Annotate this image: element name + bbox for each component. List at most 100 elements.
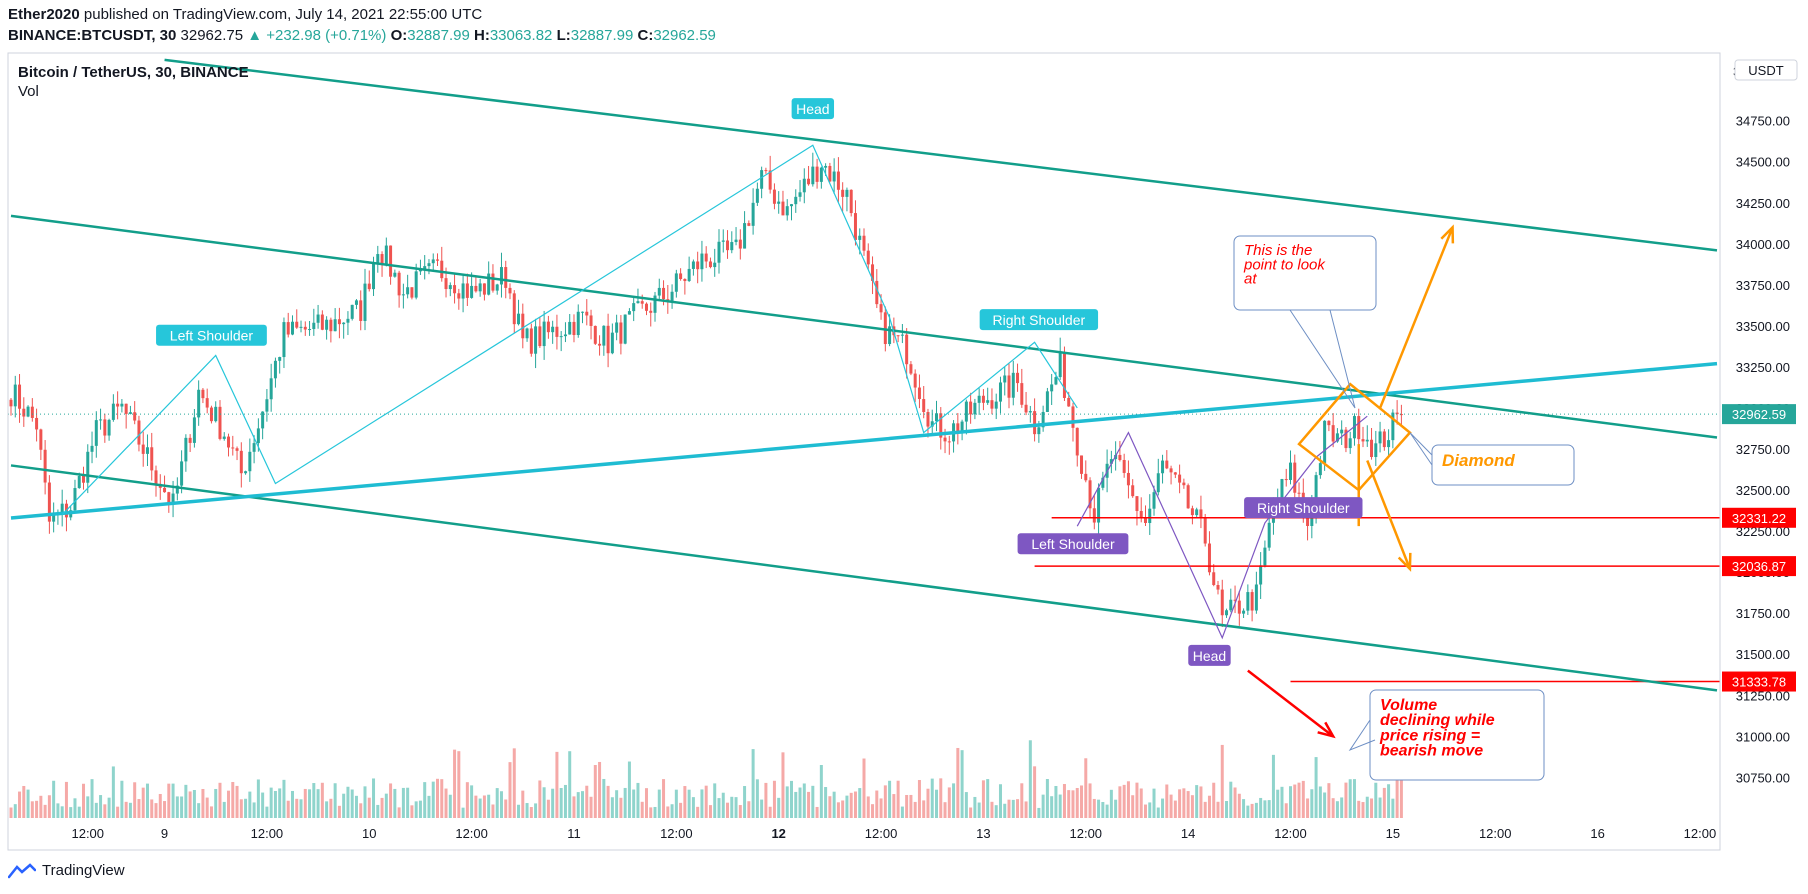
time-tick-6: 12:00 <box>660 826 693 841</box>
candle-body <box>265 399 269 412</box>
volume-bar <box>1207 795 1211 818</box>
volume-bar <box>282 779 286 818</box>
author[interactable]: Ether2020 <box>8 6 80 23</box>
candle-body <box>935 413 939 422</box>
time-tick-5: 11 <box>567 826 581 841</box>
volume-bar <box>649 807 653 818</box>
candle-body <box>888 326 892 345</box>
candle-body <box>973 402 977 415</box>
pattern-label-bg-1[interactable] <box>791 98 835 120</box>
volume-bar <box>905 794 909 818</box>
candle-body <box>448 285 452 290</box>
volume-bar <box>1186 791 1190 818</box>
callout-box-0[interactable] <box>1233 235 1377 311</box>
candle-body <box>235 448 239 451</box>
volume-bar <box>866 796 870 818</box>
volume-bar <box>862 758 866 818</box>
volume-bar <box>1387 784 1391 818</box>
close-label: C: <box>637 27 654 44</box>
volume-bar <box>227 790 231 818</box>
volume-bar <box>1229 781 1233 818</box>
volume-bar <box>418 800 422 818</box>
volume-bar <box>1391 798 1395 818</box>
callout-tail-1 <box>1409 432 1433 466</box>
volume-bar <box>1242 799 1246 818</box>
volume-bar <box>1203 801 1207 818</box>
candle-body <box>376 254 380 263</box>
candle-body <box>930 421 934 427</box>
rising-support-line[interactable] <box>10 361 1718 520</box>
pattern-label-bg-4[interactable] <box>1188 644 1231 666</box>
candle-body <box>1062 352 1066 398</box>
candle-body <box>785 206 789 216</box>
volume-bar <box>700 789 704 818</box>
candle-body <box>828 165 832 182</box>
candle-body <box>670 291 674 301</box>
volume-bar <box>86 796 90 818</box>
volume-bar <box>1143 804 1147 818</box>
pattern-label-bg-2[interactable] <box>979 309 1099 331</box>
volume-bar <box>308 789 312 818</box>
volume-bar <box>998 784 1002 818</box>
candle-body <box>726 240 730 251</box>
volume-bar <box>1284 803 1288 818</box>
target-up-arrow[interactable] <box>1378 226 1454 409</box>
candle-body <box>1314 475 1318 510</box>
channel-upper-line[interactable] <box>164 58 1718 252</box>
candle-body <box>781 201 785 216</box>
footer-brand[interactable]: TradingView <box>42 862 125 879</box>
channel-lower-line[interactable] <box>10 464 1718 692</box>
volume-bar <box>158 793 162 818</box>
time-tick-15: 16 <box>1590 826 1604 841</box>
candle-body <box>325 319 329 330</box>
candle-body <box>772 189 776 204</box>
tradingview-logo-icon[interactable] <box>8 862 36 879</box>
candle-body <box>832 171 836 182</box>
hs2-pattern[interactable] <box>1076 415 1368 640</box>
volume-bar <box>644 788 648 818</box>
volume-bar <box>529 807 533 818</box>
currency-button[interactable] <box>1734 59 1798 81</box>
candle-body <box>1293 462 1297 493</box>
volume-bar <box>1225 801 1229 818</box>
volume-bar <box>1037 807 1041 818</box>
volume-arrow-arrow[interactable] <box>1247 669 1334 738</box>
candle-body <box>103 419 107 436</box>
volume-arrow-arrowhead <box>1317 721 1336 739</box>
hs1-pattern[interactable] <box>61 144 1078 516</box>
volume-bar <box>175 796 179 818</box>
callout-box-2[interactable] <box>1369 689 1545 781</box>
candle-body <box>167 492 171 505</box>
channel-middle-line[interactable] <box>10 214 1718 439</box>
pattern-label-bg-0[interactable] <box>156 324 267 346</box>
candle-body <box>278 357 282 361</box>
candle-body <box>133 412 137 421</box>
candle-body <box>1020 383 1024 405</box>
candle-body <box>1348 438 1352 449</box>
candle-body <box>606 325 610 354</box>
volume-bar <box>222 801 226 818</box>
volume-bar <box>713 783 717 818</box>
candle-body <box>529 328 533 354</box>
pattern-label-bg-5[interactable] <box>1244 497 1363 519</box>
target-down-arrowhead <box>1397 552 1412 572</box>
candle-body <box>86 451 90 483</box>
target-down-arrow[interactable] <box>1366 460 1412 570</box>
volume-bar <box>1011 799 1015 818</box>
volume-bar <box>478 798 482 818</box>
volume-bar <box>755 779 759 818</box>
volume-bar <box>824 787 828 818</box>
candle-body <box>798 192 802 197</box>
price-tick-33500: 33500.00 <box>1736 319 1790 334</box>
volume-bar <box>13 804 17 818</box>
volume-bar <box>1067 790 1071 818</box>
candle-body <box>184 437 188 462</box>
candle-body <box>909 364 913 374</box>
pattern-label-bg-3[interactable] <box>1017 533 1129 555</box>
volume-bar <box>1365 796 1369 818</box>
candle-body <box>1088 480 1092 509</box>
candle-body <box>653 295 657 313</box>
pattern-label-1: Head <box>796 101 829 117</box>
high-label: H: <box>473 27 490 44</box>
